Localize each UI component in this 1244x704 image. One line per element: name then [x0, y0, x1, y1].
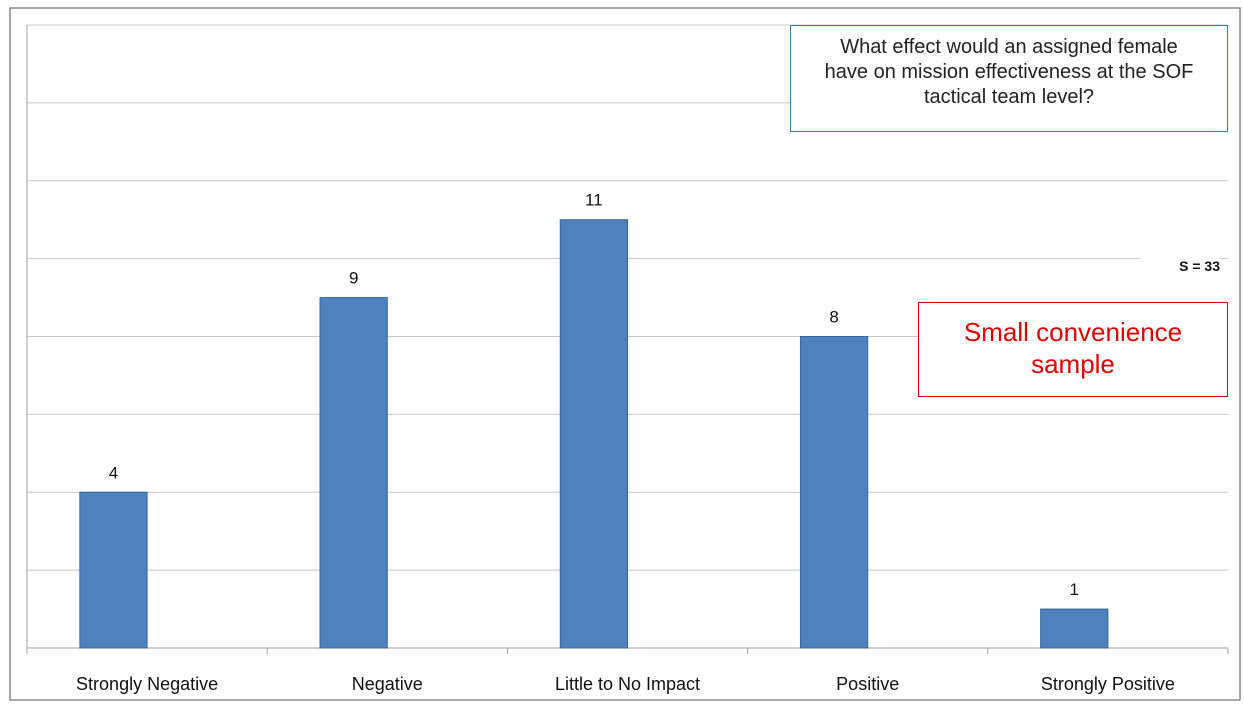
question-box: What effect would an assigned female hav…	[790, 25, 1228, 132]
bar	[1040, 608, 1109, 649]
x-tick-label: Positive	[836, 674, 899, 694]
x-tick-label: Strongly Positive	[1041, 674, 1175, 694]
x-tick-label: Little to No Impact	[555, 674, 700, 694]
callout-box: Small convenience sample	[918, 302, 1228, 397]
chart-frame	[9, 7, 1241, 701]
value-label: 8	[829, 308, 838, 327]
x-tick-label: Strongly Negative	[76, 674, 218, 694]
value-label: 4	[109, 463, 118, 482]
value-label: 9	[349, 269, 358, 288]
bar	[559, 219, 629, 649]
bar	[799, 336, 869, 649]
x-tick-label: Negative	[352, 674, 423, 694]
value-label: 11	[585, 191, 603, 210]
value-label: 1	[1070, 580, 1079, 599]
sample-size: S = 33	[1140, 258, 1220, 274]
bar	[319, 297, 388, 649]
bar	[79, 491, 148, 649]
